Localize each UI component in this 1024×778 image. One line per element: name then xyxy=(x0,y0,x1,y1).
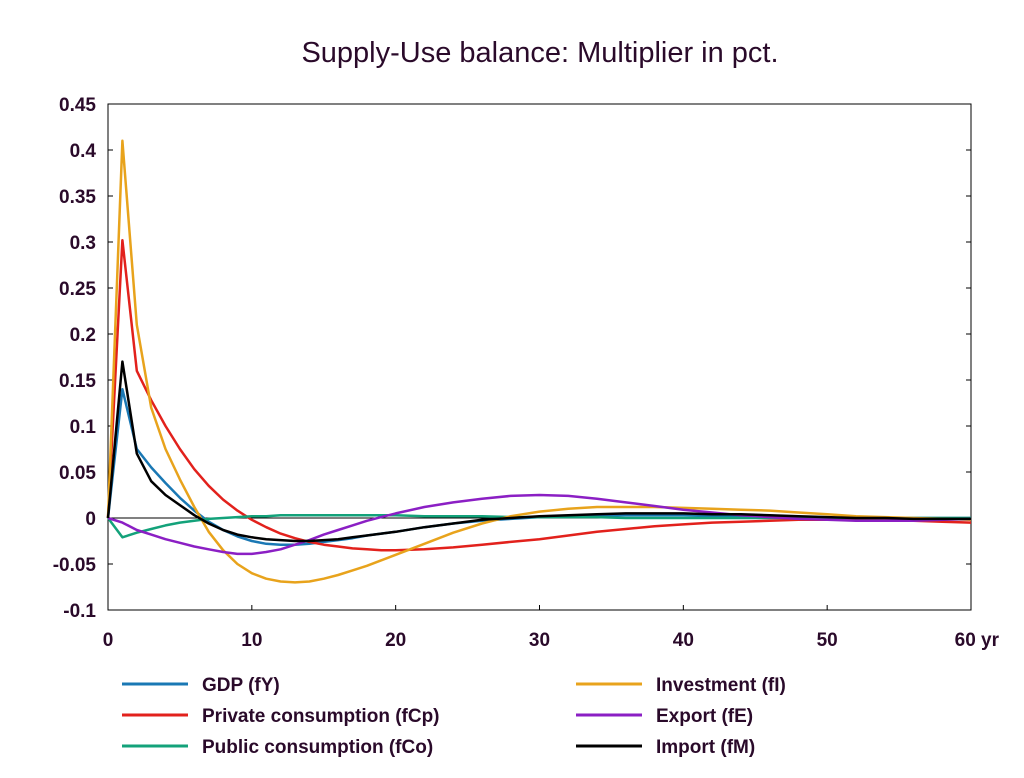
y-tick-label: 0.1 xyxy=(70,417,97,438)
legend-label-gdp-fy: GDP (fY) xyxy=(202,675,280,696)
series-lines xyxy=(106,139,972,584)
y-tick-label: 0.2 xyxy=(70,325,96,346)
y-tick-label: 0.3 xyxy=(70,233,96,254)
x-tick-label: 60 yr xyxy=(955,630,1000,651)
y-tick-label: 0.05 xyxy=(59,463,96,484)
x-tick-label: 20 xyxy=(385,630,406,651)
legend-label-private-consumption-fcp: Private consumption (fCp) xyxy=(202,706,440,727)
legend-label-public-consumption-fco: Public consumption (fCo) xyxy=(202,737,433,758)
legend: GDP (fY) Private consumption (fCp) Public … xyxy=(122,675,786,758)
y-tick-label: 0.35 xyxy=(59,187,96,208)
x-tick-label: 10 xyxy=(241,630,262,651)
chart-title: Supply-Use balance: Multiplier in pct. xyxy=(301,37,778,69)
y-tick-label: 0.25 xyxy=(59,279,96,300)
legend-label-import-fm: Import (fM) xyxy=(656,737,755,758)
x-tick-label: 50 xyxy=(817,630,838,651)
x-tick-label: 0 xyxy=(103,630,114,651)
y-tick-label: -0.05 xyxy=(53,555,97,576)
x-tick-label: 40 xyxy=(673,630,694,651)
series-line-import-fm xyxy=(106,360,971,543)
series-line-export-fe xyxy=(107,493,972,556)
plot-area: 0 10 20 30 40 50 60 yr -0.1 -0.05 0 0.05 0.1 0.15 0.… xyxy=(53,95,1000,651)
x-tick-label: 30 xyxy=(529,630,550,651)
legend-label-investment-fi: Investment (fI) xyxy=(656,675,786,696)
x-axis: 0 10 20 30 40 50 60 yr xyxy=(103,605,1000,651)
y-tick-label: 0 xyxy=(85,509,96,530)
series-line-private-consumption-fcp xyxy=(106,238,972,552)
y-axis: -0.1 -0.05 0 0.05 0.1 0.15 0.2 0.25 0.3 0.35 0.4 0.… xyxy=(53,95,971,622)
y-tick-label: 0.4 xyxy=(70,141,97,162)
legend-label-export-fe: Export (fE) xyxy=(656,706,753,727)
y-tick-label: -0.1 xyxy=(63,601,96,622)
y-tick-label: 0.15 xyxy=(59,371,96,392)
y-tick-label: 0.45 xyxy=(59,95,96,116)
series-line-investment-fi xyxy=(106,139,972,584)
